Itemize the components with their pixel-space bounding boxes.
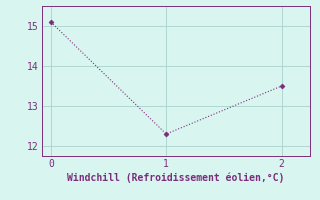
X-axis label: Windchill (Refroidissement éolien,°C): Windchill (Refroidissement éolien,°C): [67, 173, 285, 183]
